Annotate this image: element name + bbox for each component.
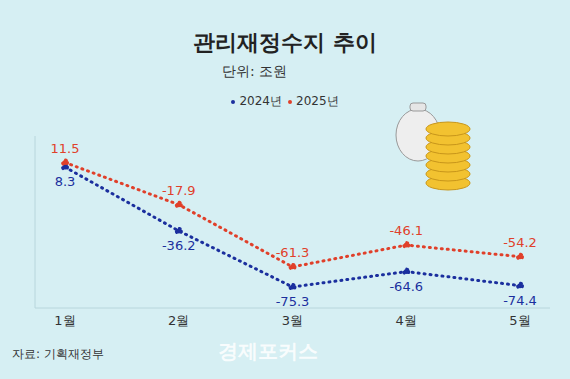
svg-text:11.5: 11.5	[51, 141, 80, 156]
html-text:관리재정수지 추이: 관리재정수지 추이	[193, 30, 377, 55]
svg-text:-64.6: -64.6	[389, 279, 423, 294]
svg-text:-36.2: -36.2	[162, 238, 196, 253]
svg-text:2월: 2월	[168, 313, 189, 328]
svg-text:-75.3: -75.3	[276, 294, 310, 309]
html-text:자료: 기획재정부: 자료: 기획재정부	[12, 347, 104, 361]
svg-text:-46.1: -46.1	[389, 223, 423, 238]
svg-text:-17.9: -17.9	[162, 183, 196, 198]
svg-text:4월: 4월	[396, 313, 417, 328]
html-text:2024년: 2024년	[239, 94, 282, 108]
html-text:단위: 조원: 단위: 조원	[222, 63, 288, 79]
svg-text:1월: 1월	[54, 313, 75, 328]
svg-text:-61.3: -61.3	[276, 245, 310, 260]
html-text:경제포커스: 경제포커스	[218, 339, 318, 363]
svg-text:8.3: 8.3	[55, 174, 76, 189]
html-text:2025년: 2025년	[296, 94, 339, 108]
svg-text:-74.4: -74.4	[503, 293, 537, 308]
svg-text:-54.2: -54.2	[503, 235, 537, 250]
svg-text:3월: 3월	[282, 313, 303, 328]
svg-text:5월: 5월	[509, 313, 530, 328]
